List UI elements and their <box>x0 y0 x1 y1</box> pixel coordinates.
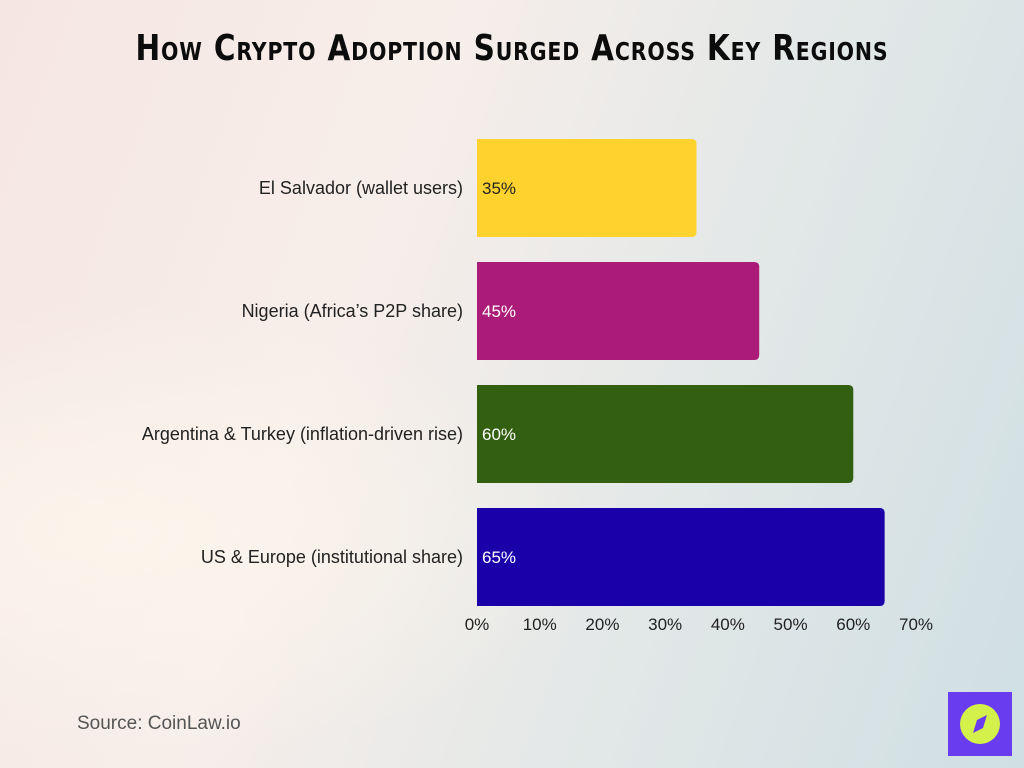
x-tick-label: 50% <box>774 615 808 634</box>
x-tick-label: 30% <box>648 615 682 634</box>
data-label: 65% <box>482 548 516 567</box>
x-tick-label: 40% <box>711 615 745 634</box>
x-tick-label: 10% <box>523 615 557 634</box>
category-label: Nigeria (Africa’s P2P share) <box>242 301 463 321</box>
data-label: 60% <box>482 425 516 444</box>
bar <box>477 262 760 360</box>
x-tick-label: 60% <box>836 615 870 634</box>
compass-icon <box>960 704 1000 744</box>
source-note: Source: CoinLaw.io <box>77 713 241 734</box>
data-label: 35% <box>482 179 516 198</box>
x-tick-label: 70% <box>899 615 933 634</box>
bar <box>477 139 697 237</box>
x-tick-label: 20% <box>585 615 619 634</box>
data-label: 45% <box>482 302 516 321</box>
chart-title: How Crypto Adoption Surged Across Key Re… <box>135 28 889 69</box>
bar <box>477 508 885 606</box>
x-tick-label: 0% <box>465 615 490 634</box>
category-label: US & Europe (institutional share) <box>201 547 463 567</box>
logo <box>948 692 1012 756</box>
category-label: El Salvador (wallet users) <box>259 178 463 198</box>
category-label: Argentina & Turkey (inflation-driven ris… <box>142 424 463 444</box>
bar <box>477 385 854 483</box>
